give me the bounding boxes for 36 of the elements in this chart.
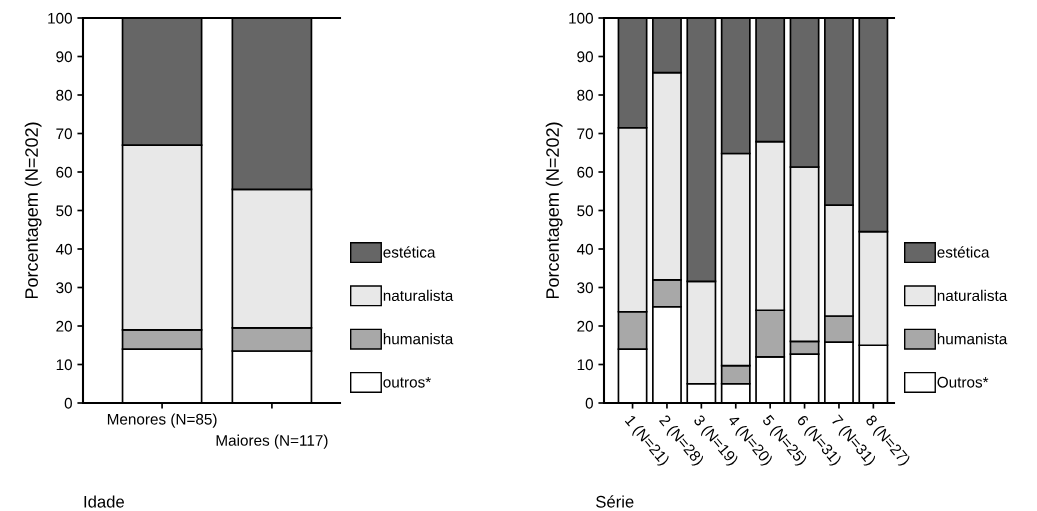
x-tick-label: Menores (N=85) (107, 413, 217, 428)
y-tick-label: 50 (577, 205, 593, 217)
y-tick-label: 90 (577, 51, 593, 63)
y-tick-label: 60 (56, 166, 72, 178)
y-tick-label: 70 (577, 128, 593, 140)
y-tick-label: 10 (577, 359, 593, 371)
x-axis-title: Série (596, 495, 634, 508)
y-tick-label: 20 (577, 320, 593, 332)
y-tick-label: 20 (56, 320, 72, 332)
y-axis-title: Porcentagem (N=202) (545, 122, 563, 299)
y-tick-label: 30 (577, 282, 593, 294)
legend-label: naturalista (937, 289, 1008, 302)
y-axis-title: Porcentagem (N=202) (24, 122, 42, 299)
legend-label: naturalista (383, 289, 454, 302)
y-tick-label: 30 (56, 282, 72, 294)
y-tick-label: 50 (56, 205, 72, 217)
y-tick-label: 90 (56, 51, 72, 63)
y-tick-label: 70 (56, 128, 72, 140)
y-tick-label: 100 (569, 12, 593, 24)
legend-label: humanista (937, 333, 1008, 345)
y-tick-label: 80 (577, 89, 593, 101)
x-tick-label: Maiores (N=117) (216, 434, 328, 449)
y-tick-label: 40 (55, 243, 72, 255)
y-tick-label: 40 (576, 243, 593, 255)
legend-label: estética (937, 246, 990, 258)
x-axis-title: Idade (84, 495, 124, 508)
legend-label: humanista (383, 333, 454, 345)
y-tick-label: 100 (48, 12, 72, 24)
y-tick-label: 10 (56, 359, 72, 371)
legend-label: Outros* (937, 376, 989, 388)
y-tick-label: 0 (585, 397, 593, 409)
legend-label: outros* (383, 376, 431, 388)
y-tick-label: 60 (577, 166, 593, 178)
y-tick-label: 0 (64, 397, 72, 409)
y-tick-label: 80 (56, 89, 72, 101)
legend-label: estética (383, 246, 436, 258)
